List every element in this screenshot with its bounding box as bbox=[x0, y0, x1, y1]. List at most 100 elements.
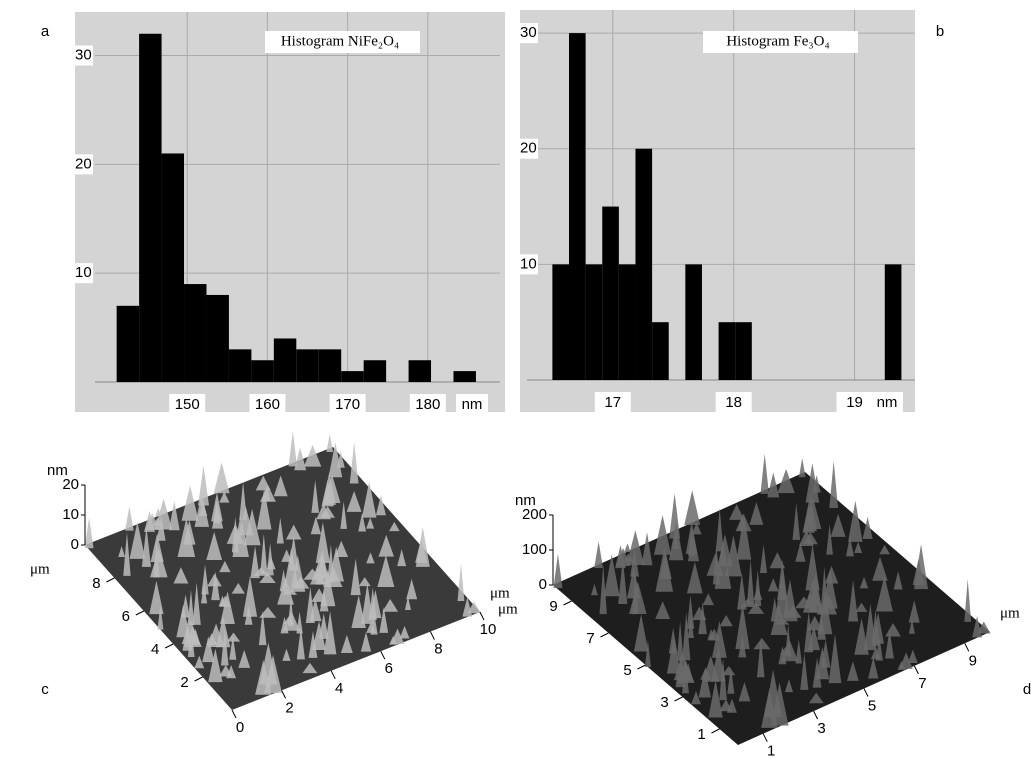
tick-label-box bbox=[456, 394, 488, 416]
surface-peak bbox=[273, 475, 288, 497]
y-tick-label: 10 bbox=[520, 255, 537, 272]
surface-peak bbox=[279, 569, 288, 592]
x-axis-label: μm bbox=[1000, 605, 1020, 621]
bar bbox=[453, 371, 476, 382]
surface-peak bbox=[118, 546, 126, 558]
surface-peak bbox=[899, 652, 913, 669]
y-tick-label: 20 bbox=[75, 155, 92, 172]
x-tick-label: 0 bbox=[236, 719, 244, 736]
bar bbox=[228, 349, 252, 382]
surface-peak bbox=[350, 558, 361, 596]
bar bbox=[341, 371, 364, 382]
surface-peak bbox=[795, 639, 802, 664]
tick-mark bbox=[106, 577, 115, 583]
surface-peak bbox=[260, 533, 268, 574]
surface-peak bbox=[201, 564, 209, 595]
panel-label: b bbox=[936, 23, 944, 40]
surface-peak bbox=[124, 506, 134, 531]
surface-peak bbox=[206, 531, 223, 561]
surface-peak bbox=[826, 523, 833, 555]
surface-peak bbox=[129, 521, 146, 559]
surface-peak bbox=[767, 578, 779, 592]
surface-peak bbox=[360, 632, 372, 652]
surface-peak bbox=[908, 600, 920, 623]
surface-peak bbox=[747, 602, 765, 614]
surface-peak bbox=[213, 499, 221, 524]
y-tick-label: 5 bbox=[623, 662, 631, 679]
tick-label-box bbox=[73, 45, 93, 66]
surface-peak bbox=[192, 582, 201, 625]
surface-peak bbox=[294, 447, 307, 471]
z-tick-label: 0 bbox=[539, 576, 547, 593]
surface-peak bbox=[778, 646, 787, 665]
surface-peak bbox=[378, 534, 394, 557]
surface-peak bbox=[749, 501, 764, 525]
surface-peak bbox=[864, 603, 877, 651]
x-axis-label: nm bbox=[877, 394, 898, 411]
surface-peak bbox=[467, 601, 481, 614]
bar bbox=[685, 264, 702, 380]
surface-peak bbox=[964, 579, 972, 622]
surface-peak bbox=[848, 500, 863, 542]
surface-peak bbox=[707, 628, 715, 640]
surface-peak bbox=[698, 602, 707, 635]
tick-mark bbox=[164, 643, 174, 649]
surface-peak bbox=[770, 604, 788, 635]
surface-peak bbox=[738, 513, 746, 531]
surface-peak bbox=[173, 567, 189, 584]
x-tick-label: 2 bbox=[285, 699, 293, 716]
surface-peak bbox=[626, 530, 645, 566]
tick-label-box bbox=[73, 154, 93, 175]
surface-peak bbox=[320, 506, 335, 518]
surface-peak bbox=[334, 540, 349, 558]
surface-peak bbox=[759, 544, 768, 573]
surface-peak bbox=[803, 494, 817, 532]
panel-label: a bbox=[41, 23, 50, 40]
tick-mark bbox=[194, 676, 203, 682]
surface-peak bbox=[288, 430, 298, 467]
surface-peak bbox=[285, 524, 302, 540]
surface-peak bbox=[323, 611, 337, 655]
surface-peak bbox=[276, 517, 284, 544]
surface-peak bbox=[375, 495, 386, 516]
tick-label-box bbox=[871, 392, 903, 414]
surface-peak bbox=[717, 534, 733, 567]
surface-peak bbox=[738, 681, 751, 702]
surface-peak bbox=[187, 589, 195, 626]
surface-peak bbox=[754, 569, 762, 607]
tick-label-box bbox=[249, 394, 286, 416]
surface-peak bbox=[366, 552, 375, 564]
surface-peak bbox=[736, 513, 752, 560]
surface-peak bbox=[777, 469, 795, 494]
surface-peak bbox=[676, 620, 684, 661]
surface-peak bbox=[798, 458, 806, 478]
surface-peak bbox=[815, 646, 830, 680]
surface-peak bbox=[792, 502, 801, 540]
bar bbox=[296, 349, 319, 382]
surface-peak bbox=[767, 472, 780, 498]
x-tick-label: 19 bbox=[846, 394, 863, 411]
surface-peak bbox=[399, 625, 410, 639]
x-tick-label: 150 bbox=[175, 396, 200, 413]
surface-peak bbox=[760, 453, 769, 494]
surface-peak bbox=[312, 621, 326, 650]
bar bbox=[408, 360, 432, 382]
surface-peak bbox=[812, 475, 821, 493]
bar bbox=[318, 349, 342, 382]
surface-peak bbox=[712, 544, 720, 585]
y-tick-label: 1 bbox=[697, 726, 705, 743]
bar bbox=[884, 264, 902, 380]
tick-mark bbox=[600, 632, 609, 638]
surface-peak bbox=[238, 506, 254, 536]
surface-peak bbox=[824, 565, 839, 584]
y-axis-label: μm bbox=[30, 561, 50, 577]
surface-peak bbox=[326, 434, 334, 452]
surface-peak bbox=[310, 516, 322, 535]
bar bbox=[273, 338, 297, 382]
surface-peak bbox=[320, 569, 336, 607]
surface-peak bbox=[312, 553, 330, 579]
surface-peak bbox=[154, 498, 173, 530]
surface-peak bbox=[349, 442, 359, 484]
surface-peak bbox=[633, 613, 649, 652]
